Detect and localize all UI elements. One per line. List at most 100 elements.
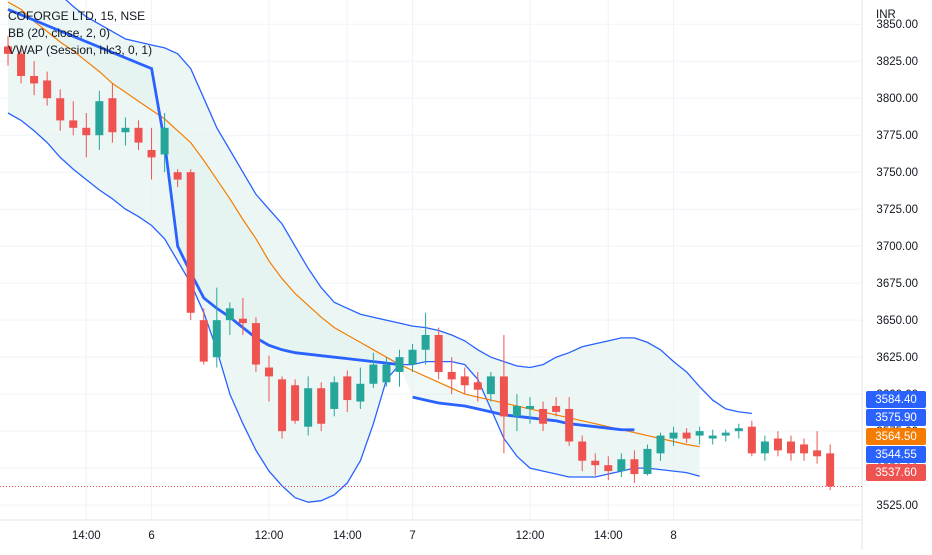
- vwap-fill: [8, 2, 635, 433]
- candle-body: [395, 357, 404, 372]
- candle-body: [787, 441, 795, 454]
- candle-body: [800, 444, 809, 454]
- candle-body: [291, 385, 300, 421]
- candle-body: [773, 438, 782, 451]
- indicator-vwap-label[interactable]: VWAP (Session, hlc3, 0, 1): [8, 43, 153, 57]
- candle-body: [251, 323, 260, 365]
- candle-body: [617, 459, 626, 472]
- indicator-lines: [7, 0, 752, 503]
- x-tick-label: 14:00: [72, 530, 101, 542]
- y-tick-label: 3700.00: [876, 241, 918, 253]
- y-tick-label: 3850.00: [876, 19, 918, 31]
- candle-body: [186, 172, 195, 313]
- candle-body: [578, 441, 587, 461]
- candle-body: [826, 453, 835, 487]
- candle-body: [708, 435, 717, 439]
- bb-upper-line: [65, 0, 752, 415]
- indicator-bb-label[interactable]: BB (20, close, 2, 0): [8, 26, 111, 40]
- y-tick-label: 3675.00: [876, 278, 918, 290]
- candle-body: [408, 349, 417, 365]
- vwap-line: [7, 8, 400, 366]
- candle-body: [760, 441, 769, 454]
- vwap-fill-area: [8, 2, 635, 433]
- candle-body: [134, 127, 143, 143]
- bollinger-fill: [8, 0, 700, 503]
- candle-body: [499, 376, 508, 417]
- price-tag: [866, 446, 926, 463]
- candle-body: [695, 431, 704, 436]
- vwap-line: [412, 395, 635, 432]
- candle-body: [434, 334, 443, 372]
- x-tick-label: 6: [148, 530, 154, 542]
- candle-body: [238, 318, 247, 324]
- candle-body: [552, 405, 561, 412]
- candle-body: [173, 172, 182, 180]
- candle-body: [330, 382, 339, 409]
- legend: COFORGE LTD, 15, NSE BB (20, close, 2, 0…: [8, 8, 152, 59]
- y-tick-label: 3525.00: [876, 500, 918, 512]
- candle-body: [486, 376, 495, 395]
- candle-body: [747, 426, 756, 454]
- candle-body: [147, 150, 156, 158]
- candle-body: [82, 127, 91, 136]
- candles: [4, 36, 835, 491]
- x-tick-label: 8: [670, 530, 676, 542]
- candle-body: [343, 376, 352, 401]
- candle-body: [682, 432, 691, 439]
- candle-body: [643, 448, 652, 475]
- candle-body: [721, 432, 730, 436]
- candle-body: [565, 408, 574, 442]
- candle-body: [591, 460, 600, 466]
- candle-body: [382, 364, 391, 383]
- candle-body: [447, 371, 456, 380]
- candle-body: [317, 388, 326, 424]
- bb-basis-line: [7, 1, 700, 448]
- y-tick-label: 3825.00: [876, 56, 918, 68]
- x-tick-label: 12:00: [516, 530, 545, 542]
- bb-lower-line: [7, 112, 700, 503]
- price-tag: [866, 409, 926, 426]
- candle-body: [56, 98, 65, 121]
- candle-body: [108, 98, 117, 133]
- candle-body: [43, 80, 52, 99]
- candle-body: [473, 382, 482, 390]
- price-tag-label: 3564.50: [875, 431, 917, 443]
- x-tick-label: 12:00: [255, 530, 284, 542]
- y-tick-label: 3800.00: [876, 93, 918, 105]
- candle-body: [669, 432, 678, 439]
- price-tag: [866, 391, 926, 408]
- symbol-title[interactable]: COFORGE LTD, 15, NSE: [8, 9, 146, 23]
- candle-body: [199, 320, 208, 362]
- candle-body: [30, 76, 39, 84]
- candle-body: [604, 465, 613, 472]
- x-tick-label: 14:00: [333, 530, 362, 542]
- candle-body: [656, 435, 665, 454]
- candle-body: [356, 383, 365, 402]
- candle-body: [304, 388, 313, 427]
- candle-body: [160, 127, 169, 155]
- candle-body: [225, 308, 234, 321]
- candle-body: [95, 101, 104, 136]
- candle-body: [539, 408, 548, 424]
- candle-body: [512, 405, 521, 417]
- y-tick-label: 3775.00: [876, 130, 918, 142]
- candle-body: [212, 320, 221, 358]
- candle-body: [734, 428, 743, 432]
- y-tick-label: 3750.00: [876, 167, 918, 179]
- candle-body: [813, 450, 822, 457]
- candle-body: [526, 405, 534, 409]
- candle-body: [265, 367, 273, 377]
- bollinger-band-fill: [8, 0, 700, 503]
- x-axis[interactable]: 14:00 6 12:00 14:00 7 12:00 14:00 8: [72, 530, 677, 542]
- price-tags: 3584.40 3575.90 3564.50 3544.55 3537.60: [866, 391, 926, 481]
- price-tag-label: 3544.55: [875, 449, 917, 461]
- price-tag: [866, 428, 926, 445]
- candle-body: [4, 46, 12, 54]
- price-tag: [866, 464, 926, 481]
- currency-label: INR: [876, 9, 896, 21]
- candle-body: [421, 334, 430, 350]
- x-tick-label: 14:00: [594, 530, 623, 542]
- x-tick-label: 7: [409, 530, 415, 542]
